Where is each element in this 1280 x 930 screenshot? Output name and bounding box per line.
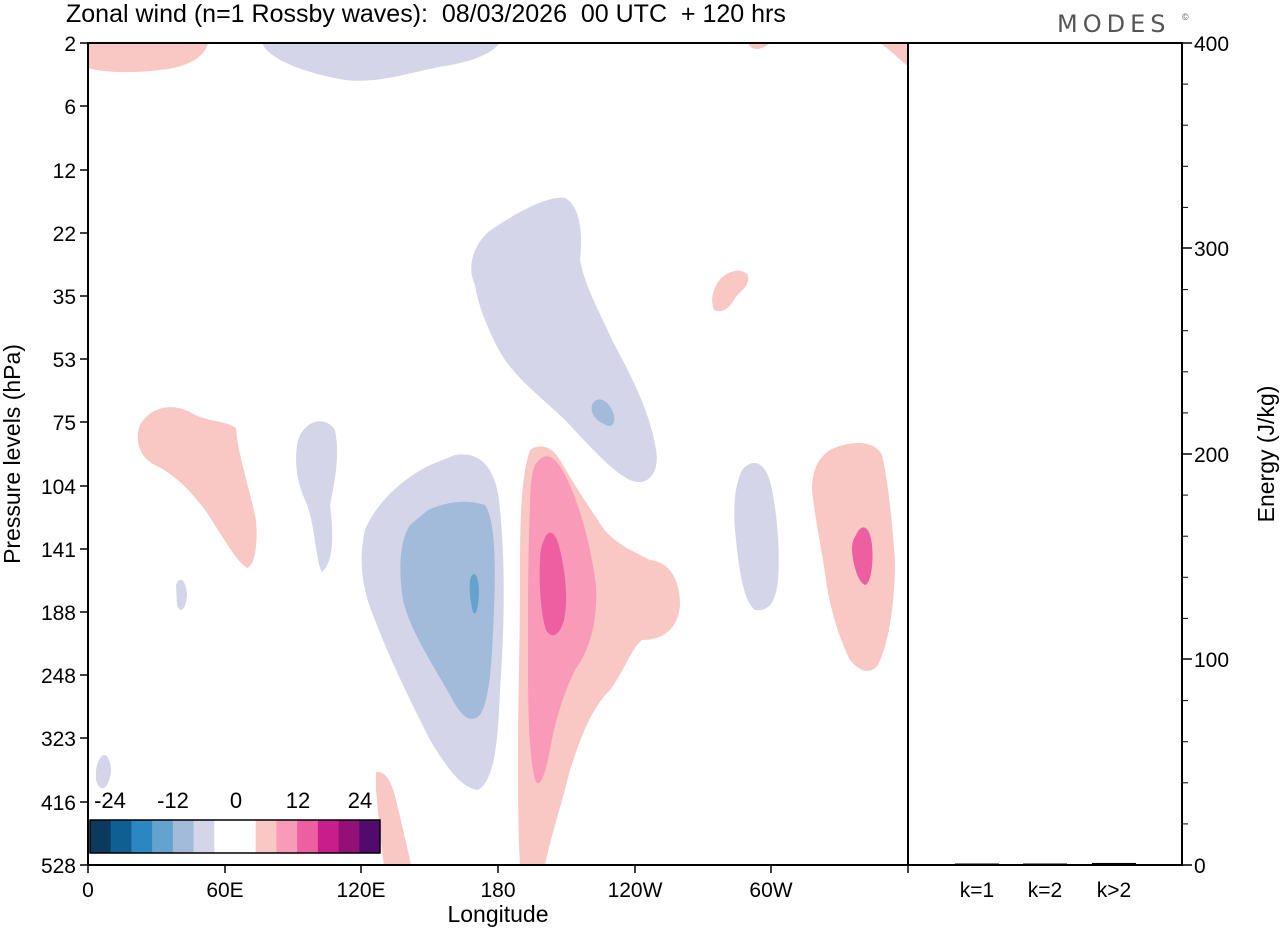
- modes-logo: MODES: [1057, 10, 1170, 38]
- energy-bar: [955, 863, 999, 865]
- y-tick-label: 2: [64, 33, 76, 56]
- colorbar-cell: [317, 820, 339, 853]
- positive-anomaly-light: [88, 43, 908, 865]
- contour-ridge-core: [539, 532, 567, 636]
- y-tick-label: 416: [41, 792, 76, 815]
- y-axis: 2 6 12 22 35 53 75 104 141 188 248 323 4…: [0, 33, 88, 878]
- colorbar-cell: [90, 820, 112, 853]
- contour-strat-blue: [591, 399, 615, 427]
- chart-title: Zonal wind (n=1 Rossby waves): 08/03/202…: [66, 0, 786, 28]
- y-tick-label: 248: [41, 665, 76, 688]
- y-tick-label: 528: [41, 855, 76, 878]
- copyright-mark: ©: [1182, 12, 1189, 22]
- colorbar-label: 0: [230, 788, 242, 813]
- colorbar-cell: [338, 820, 360, 853]
- y-axis-title: Pressure levels (hPa): [0, 344, 25, 564]
- colorbar-cell: [172, 820, 194, 853]
- energy-panel: 0 100 200 300 400 Energy (J/kg) k=1 k=2 …: [907, 33, 1279, 902]
- contour-small-lavender-75: [296, 421, 338, 572]
- x-tick-label: 60W: [749, 879, 792, 902]
- energy-minor-ticks: [1182, 83, 1188, 825]
- contour-strat-lavender: [471, 197, 657, 483]
- energy-tick-label: 100: [1194, 649, 1229, 672]
- energy-tick-label: 0: [1194, 855, 1206, 878]
- energy-axis-title: Energy (J/kg): [1253, 386, 1279, 523]
- contour-pink-35: [712, 270, 749, 312]
- colorbar-cells: [90, 820, 381, 853]
- colorbar-cell: [276, 820, 298, 853]
- y-tick-label: 6: [64, 96, 76, 119]
- colorbar-cell: [131, 820, 153, 853]
- colorbar-cell: [214, 820, 236, 853]
- colorbar-cell: [110, 820, 132, 853]
- y-tick-label: 22: [53, 223, 76, 246]
- y-tick-label: 53: [53, 349, 76, 372]
- negative-anomaly-medium: [400, 399, 615, 719]
- energy-category-label: k=2: [1028, 879, 1062, 902]
- colorbar-label: 12: [286, 788, 310, 813]
- contour-pink-75-left: [137, 407, 257, 568]
- y-tick-label: 188: [41, 602, 76, 625]
- y-tick-label: 323: [41, 728, 76, 751]
- energy-tick-label: 200: [1194, 444, 1229, 467]
- contour-pink-bottom-left: [376, 771, 411, 865]
- energy-tick-label: 400: [1194, 33, 1229, 56]
- colorbar-label: 24: [348, 788, 372, 813]
- colorbar-label: -24: [94, 788, 126, 813]
- colorbar-cell: [235, 820, 257, 853]
- y-tick-label: 12: [53, 160, 76, 183]
- contour-trough-core: [469, 574, 479, 614]
- contour-lavender-60w: [734, 462, 779, 611]
- x-tick-label: 180: [480, 879, 515, 902]
- contour-plot: [88, 43, 908, 865]
- x-axis: 0 60E 120E 180 120W 60W Longitude: [82, 865, 909, 927]
- energy-bar: [1092, 862, 1136, 866]
- contour-small-lavender-188: [176, 579, 187, 610]
- x-tick-label: 0: [82, 879, 94, 902]
- colorbar-cell: [297, 820, 319, 853]
- y-tick-label: 35: [53, 286, 76, 309]
- energy-category-label: k=1: [960, 879, 994, 902]
- y-tick-label: 141: [41, 539, 76, 562]
- colorbar-cell: [152, 820, 174, 853]
- contour-lavender-416: [96, 754, 111, 789]
- energy-bars: [955, 862, 1136, 866]
- energy-bar: [1023, 863, 1067, 865]
- colorbar-frame: [89, 819, 381, 854]
- x-tick-label: 120W: [608, 879, 663, 902]
- x-tick-label: 60E: [206, 879, 243, 902]
- contour-top-pink-left: [88, 43, 208, 73]
- y-tick-label: 104: [41, 476, 76, 499]
- contour-right-core: [852, 527, 873, 585]
- contour-top-pink-right: [880, 43, 908, 66]
- colorbar-cell: [193, 820, 215, 853]
- x-axis-title: Longitude: [447, 901, 548, 927]
- contour-trough-blue: [400, 501, 495, 719]
- y-tick-label: 75: [53, 412, 76, 435]
- colorbar-cell: [359, 820, 381, 853]
- energy-category-label: k>2: [1097, 879, 1131, 902]
- energy-panel-frame: [907, 42, 1183, 866]
- colorbar: -24 -12 0 12 24: [89, 788, 381, 854]
- x-tick-label: 120E: [336, 879, 385, 902]
- colorbar-label: -12: [157, 788, 189, 813]
- contour-top-pink-mid: [748, 43, 770, 50]
- energy-tick-label: 300: [1194, 238, 1229, 261]
- colorbar-cell: [255, 820, 277, 853]
- contour-top-lavender: [262, 43, 500, 81]
